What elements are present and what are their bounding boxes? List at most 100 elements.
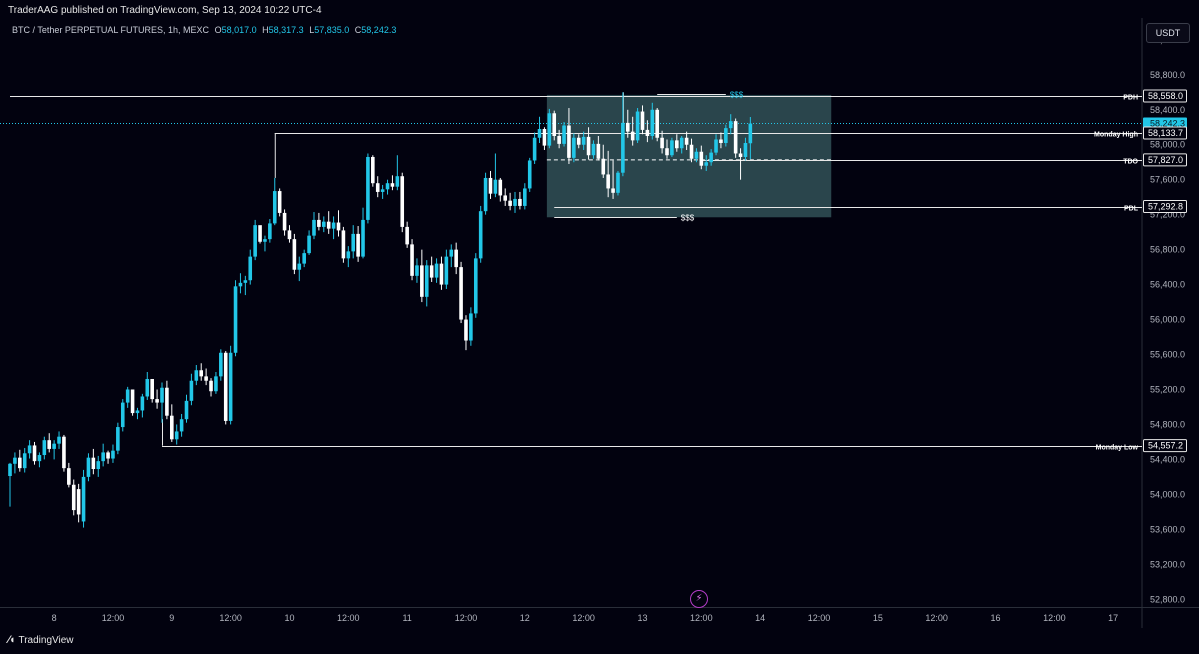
time-tick: 14 xyxy=(755,613,765,623)
candle-body xyxy=(228,352,233,421)
ohlc-close-value: 58,242.3 xyxy=(361,25,397,35)
candle-body xyxy=(356,233,360,257)
time-tick: 12:00 xyxy=(102,613,125,623)
candle-body xyxy=(160,387,164,403)
time-tick: 17 xyxy=(1108,613,1118,623)
candle-body xyxy=(37,455,42,462)
candle-body xyxy=(287,230,292,240)
price-label-box xyxy=(1143,89,1187,103)
candle-body xyxy=(326,221,331,229)
price-tick: 55,200.0 xyxy=(1150,384,1185,394)
candle-body xyxy=(292,239,297,270)
candle-body xyxy=(733,121,738,154)
price-tick: 56,800.0 xyxy=(1150,245,1185,255)
ohlc-high-key: H xyxy=(262,25,269,35)
price-tick: 54,000.0 xyxy=(1150,489,1185,499)
candle-body xyxy=(508,200,512,206)
candle-body xyxy=(709,152,713,163)
candle-body xyxy=(366,156,370,220)
candle-body xyxy=(483,177,488,212)
candle-body xyxy=(473,258,478,314)
candle-body xyxy=(32,445,37,462)
candle-body xyxy=(199,370,204,377)
symbol-name: BTC / Tether PERPETUAL FUTURES, 1h, MEXC xyxy=(12,25,210,35)
candle-body xyxy=(415,265,419,276)
candle-body xyxy=(81,476,86,522)
candle-body xyxy=(52,443,56,449)
candle-body xyxy=(478,211,483,259)
candle-body xyxy=(86,457,91,477)
candle-body xyxy=(420,265,424,297)
candle-body xyxy=(689,144,694,159)
time-tick: 8 xyxy=(52,613,57,623)
price-tick: 58,800.0 xyxy=(1150,70,1185,80)
candle-body xyxy=(272,191,277,224)
candle-body xyxy=(488,177,493,194)
time-tick: 12:00 xyxy=(219,613,242,623)
price-label-box xyxy=(1143,200,1187,214)
candle-body xyxy=(532,137,537,161)
candle-body xyxy=(282,212,287,231)
candle-body xyxy=(523,188,527,206)
candle-body xyxy=(47,440,52,449)
time-tick: 10 xyxy=(284,613,294,623)
candle-body xyxy=(562,125,566,144)
ohlc-close-key: C xyxy=(354,25,362,35)
time-tick: 12:00 xyxy=(1043,613,1066,623)
candle-body xyxy=(630,131,635,141)
time-tick: 12 xyxy=(520,613,530,623)
candle-body xyxy=(650,109,655,136)
brand-label: TradingView xyxy=(18,634,74,646)
candle-body xyxy=(699,151,704,166)
time-tick: 12:00 xyxy=(337,613,360,623)
time-tick: 13 xyxy=(637,613,647,623)
candle-body xyxy=(258,225,262,242)
candle-body xyxy=(724,128,728,143)
candle-body xyxy=(253,225,257,257)
price-tick: 58,400.0 xyxy=(1150,105,1185,115)
candle-body xyxy=(611,188,615,193)
candle-body xyxy=(454,249,458,268)
candle-body xyxy=(125,389,130,403)
candle-body xyxy=(704,162,709,166)
candle-body xyxy=(361,219,365,257)
candle-body xyxy=(395,176,400,187)
candle-body xyxy=(424,265,429,297)
candle-body xyxy=(189,380,194,401)
candle-body xyxy=(179,419,184,432)
candle-body xyxy=(302,253,306,264)
price-tick: 52,800.0 xyxy=(1150,594,1185,604)
liquidity-label: $$$ xyxy=(730,91,744,100)
time-tick: 9 xyxy=(169,613,174,623)
candle-body xyxy=(336,222,341,231)
candle-body xyxy=(351,233,356,252)
candle-body xyxy=(371,156,375,184)
candle-body xyxy=(71,484,76,511)
candle-body xyxy=(601,158,606,175)
candle-body xyxy=(307,235,311,254)
candle-body xyxy=(331,222,336,229)
candle-body xyxy=(243,280,248,283)
candle-body xyxy=(380,189,385,192)
candle-body xyxy=(111,450,115,459)
candle-body xyxy=(22,453,27,469)
price-label: 58,558.0 xyxy=(1148,91,1183,101)
candle-body xyxy=(277,191,282,213)
current-price-label: 58,242.3 xyxy=(1150,119,1185,129)
candle-body xyxy=(625,122,630,132)
candle-body xyxy=(719,139,723,143)
currency-unit-button[interactable]: USDT xyxy=(1146,23,1190,43)
level-label: Monday High xyxy=(1094,132,1138,139)
candle-body xyxy=(576,137,581,145)
candle-body xyxy=(572,137,576,158)
candle-body xyxy=(42,440,47,456)
candle-body xyxy=(459,267,463,320)
candle-body xyxy=(684,137,689,145)
candle-body xyxy=(581,136,586,145)
candle-body xyxy=(120,402,125,428)
lightning-icon[interactable]: ⚡ xyxy=(690,590,708,608)
liquidity-label: $$$ xyxy=(681,214,695,223)
candle-body xyxy=(184,400,189,420)
candle-body xyxy=(145,378,150,397)
